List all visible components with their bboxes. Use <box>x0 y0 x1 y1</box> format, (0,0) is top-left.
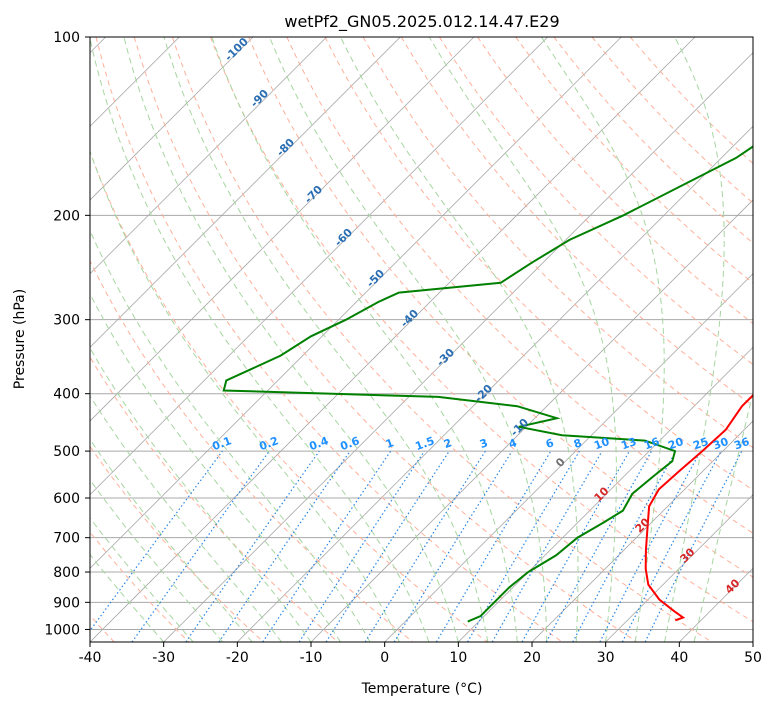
x-tick-label: 50 <box>744 650 762 666</box>
x-tick-label: 30 <box>597 650 615 666</box>
y-tick-label: 1000 <box>44 622 80 638</box>
y-tick-label: 300 <box>53 313 80 329</box>
y-tick-label: 100 <box>53 30 80 46</box>
y-tick-label: 800 <box>53 565 80 581</box>
y-axis-label: Pressure (hPa) <box>12 289 28 389</box>
y-tick-label: 900 <box>53 595 80 611</box>
y-tick-label: 500 <box>53 444 80 460</box>
y-tick-label: 400 <box>53 387 80 403</box>
x-tick-label: 40 <box>670 650 688 666</box>
x-tick-label: 10 <box>449 650 467 666</box>
y-tick-label: 600 <box>53 491 80 507</box>
x-axis-label: Temperature (°C) <box>361 681 483 697</box>
x-tick-label: -20 <box>226 650 249 666</box>
x-tick-label: -10 <box>300 650 323 666</box>
x-tick-label: 0 <box>380 650 389 666</box>
x-tick-label: -30 <box>152 650 175 666</box>
x-tick-label: 20 <box>523 650 541 666</box>
y-tick-label: 200 <box>53 208 80 224</box>
y-tick-label: 700 <box>53 531 80 547</box>
x-tick-label: -40 <box>79 650 102 666</box>
chart-title: wetPf2_GN05.2025.012.14.47.E29 <box>284 12 559 32</box>
